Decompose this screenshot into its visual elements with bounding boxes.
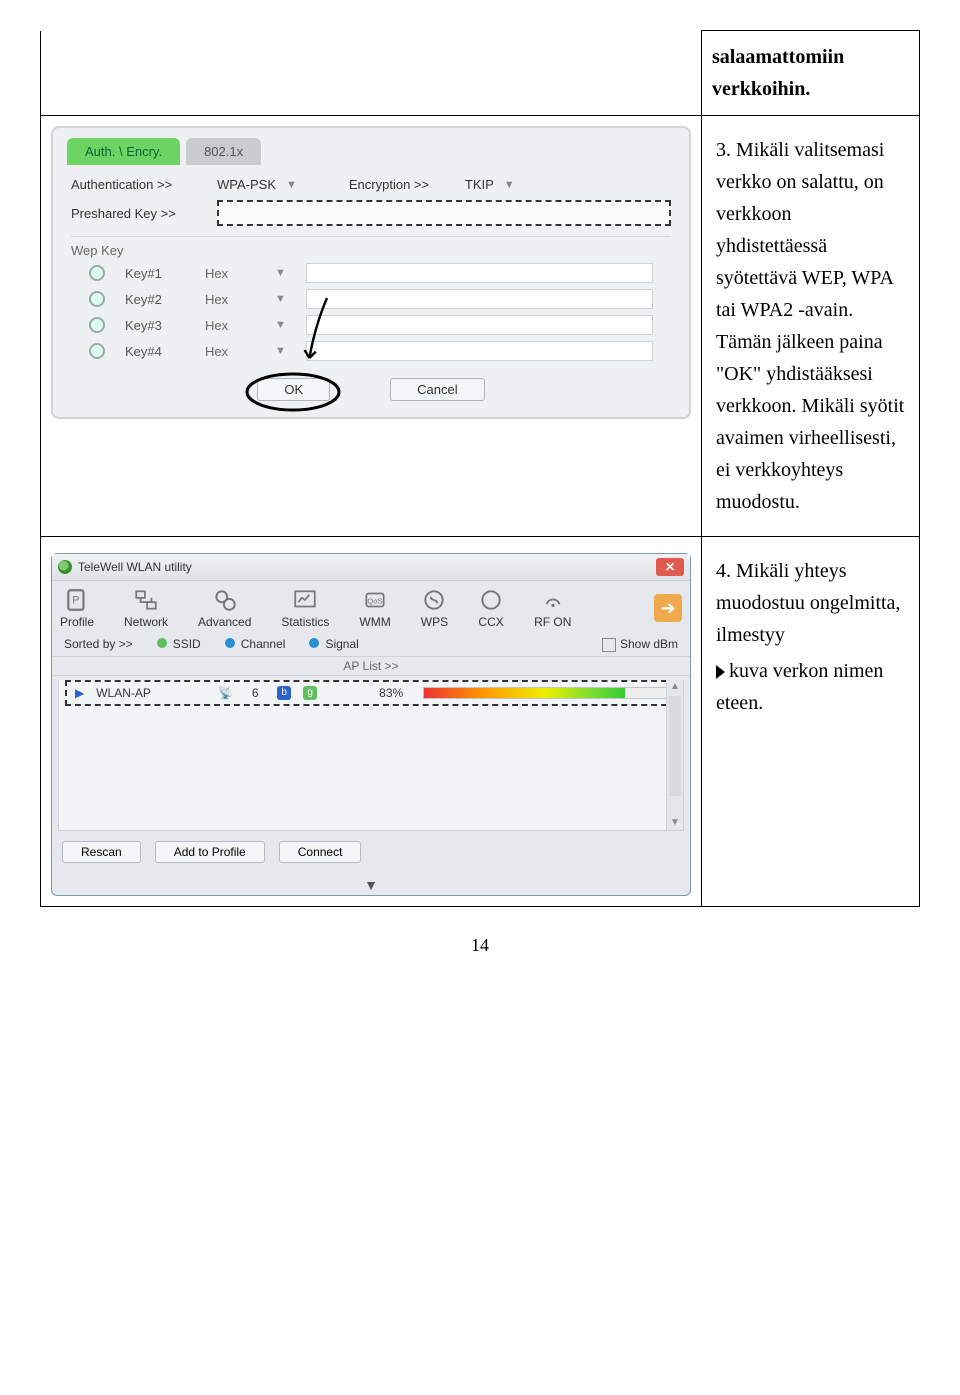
- chevron-down-icon: ▼: [286, 179, 297, 191]
- wep-row: Key#2 Hex ▼: [71, 286, 671, 312]
- encryption-value: TKIP: [465, 177, 494, 192]
- g-mode-icon: g: [303, 686, 317, 700]
- wps-icon: [421, 587, 447, 613]
- authentication-select[interactable]: WPA-PSK ▼: [217, 177, 297, 192]
- wep-header: Wep Key: [71, 237, 671, 260]
- chevron-down-icon: ▼: [504, 179, 515, 191]
- preshared-key-input[interactable]: [217, 200, 671, 226]
- annotation-circle-icon: [243, 370, 343, 414]
- app-icon: [58, 560, 72, 574]
- page-number: 14: [40, 907, 920, 956]
- toolbar-statistics[interactable]: Statistics: [281, 587, 329, 629]
- sort-channel[interactable]: Channel: [225, 637, 286, 651]
- ap-ssid: WLAN-AP: [96, 686, 206, 700]
- wep-key3-input[interactable]: [306, 315, 653, 335]
- ap-row[interactable]: ▶ WLAN-AP 📡 6 b g 83%: [65, 680, 677, 706]
- triangle-icon: [716, 665, 725, 679]
- util-desc-line1: 4. Mikäli yhteys muodostuu ongelmitta, i…: [716, 555, 905, 651]
- wep-key4-input[interactable]: [306, 341, 653, 361]
- authentication-label: Authentication >>: [71, 177, 211, 192]
- wep-key4-label: Key#4: [125, 344, 185, 359]
- scrollbar[interactable]: ▲ ▼: [666, 680, 683, 830]
- toolbar-rfon[interactable]: RF ON: [534, 587, 571, 629]
- rescan-button[interactable]: Rescan: [62, 841, 141, 863]
- toolbar-wps[interactable]: WPS: [421, 587, 448, 629]
- wlan-utility-window: TeleWell WLAN utility ✕ P Profile Networ…: [51, 553, 691, 896]
- wep-radio-2[interactable]: [89, 291, 105, 307]
- ccx-icon: [478, 587, 504, 613]
- wep-key2-input[interactable]: [306, 289, 653, 309]
- sorted-by-label: Sorted by >>: [64, 637, 133, 651]
- toolbar-network[interactable]: Network: [124, 587, 168, 629]
- svg-text:P: P: [72, 594, 79, 606]
- wep-key1-input[interactable]: [306, 263, 653, 283]
- ap-list-label: AP List >>: [52, 656, 690, 676]
- window-title: TeleWell WLAN utility: [78, 560, 192, 574]
- chevron-down-icon: ▼: [275, 319, 286, 331]
- topbox-line2: verkkoihin.: [712, 78, 810, 100]
- wep-key3-mode[interactable]: Hex: [205, 318, 255, 333]
- chevron-down-icon: ▼: [275, 267, 286, 279]
- svg-text:QoS: QoS: [367, 596, 382, 605]
- chevron-down-icon: ▼: [275, 293, 286, 305]
- channel-icon: 📡: [218, 686, 233, 700]
- rf-icon: [540, 587, 566, 613]
- b-mode-icon: b: [277, 686, 291, 700]
- auth-panel: Auth. \ Encry. 802.1x Authentication >> …: [51, 126, 691, 419]
- wep-row: Key#1 Hex ▼: [71, 260, 671, 286]
- wep-key2-mode[interactable]: Hex: [205, 292, 255, 307]
- ap-channel: 6: [245, 686, 265, 700]
- chevron-down-icon[interactable]: ▼: [52, 875, 690, 895]
- authentication-value: WPA-PSK: [217, 177, 276, 192]
- gear-icon: [212, 587, 238, 613]
- wep-key4-mode[interactable]: Hex: [205, 344, 255, 359]
- encryption-label: Encryption >>: [349, 177, 459, 192]
- signal-bar: [423, 687, 667, 699]
- wep-key1-mode[interactable]: Hex: [205, 266, 255, 281]
- sort-ssid[interactable]: SSID: [157, 637, 201, 651]
- ap-signal-pct: 83%: [371, 686, 411, 700]
- wep-key1-label: Key#1: [125, 266, 185, 281]
- cancel-button[interactable]: Cancel: [390, 378, 484, 401]
- scroll-down-icon[interactable]: ▼: [667, 816, 683, 830]
- play-icon: ▶: [75, 686, 84, 700]
- preshared-label: Preshared Key >>: [71, 206, 211, 221]
- chevron-down-icon: ▼: [275, 345, 286, 357]
- topbox-line1: salaamattomiin: [712, 46, 844, 68]
- encryption-select[interactable]: TKIP ▼: [465, 177, 515, 192]
- next-icon[interactable]: ➔: [654, 594, 682, 622]
- wep-row: Key#4 Hex ▼: [71, 338, 671, 364]
- show-dbm-checkbox[interactable]: Show dBm: [602, 637, 678, 652]
- tab-8021x[interactable]: 802.1x: [186, 138, 261, 165]
- network-icon: [133, 587, 159, 613]
- toolbar-wmm[interactable]: QoS WMM: [359, 587, 390, 629]
- statistics-icon: [292, 587, 318, 613]
- toolbar-profile[interactable]: P Profile: [60, 587, 94, 629]
- auth-description: 3. Mikäli valitsemasi verkko on salattu,…: [712, 126, 909, 526]
- toolbar-advanced[interactable]: Advanced: [198, 587, 251, 629]
- wmm-icon: QoS: [362, 587, 388, 613]
- wep-radio-1[interactable]: [89, 265, 105, 281]
- wep-radio-4[interactable]: [89, 343, 105, 359]
- scroll-up-icon[interactable]: ▲: [667, 680, 683, 694]
- util-desc-line2: kuva verkon nimen eteen.: [716, 660, 883, 714]
- toolbar-ccx[interactable]: CCX: [478, 587, 504, 629]
- wep-key2-label: Key#2: [125, 292, 185, 307]
- wep-radio-3[interactable]: [89, 317, 105, 333]
- connect-button[interactable]: Connect: [279, 841, 362, 863]
- profile-icon: P: [64, 587, 90, 613]
- tab-auth-encry[interactable]: Auth. \ Encry.: [67, 138, 180, 165]
- close-icon[interactable]: ✕: [656, 558, 684, 576]
- wep-row: Key#3 Hex ▼: [71, 312, 671, 338]
- wep-key3-label: Key#3: [125, 318, 185, 333]
- add-to-profile-button[interactable]: Add to Profile: [155, 841, 265, 863]
- sort-signal[interactable]: Signal: [309, 637, 358, 651]
